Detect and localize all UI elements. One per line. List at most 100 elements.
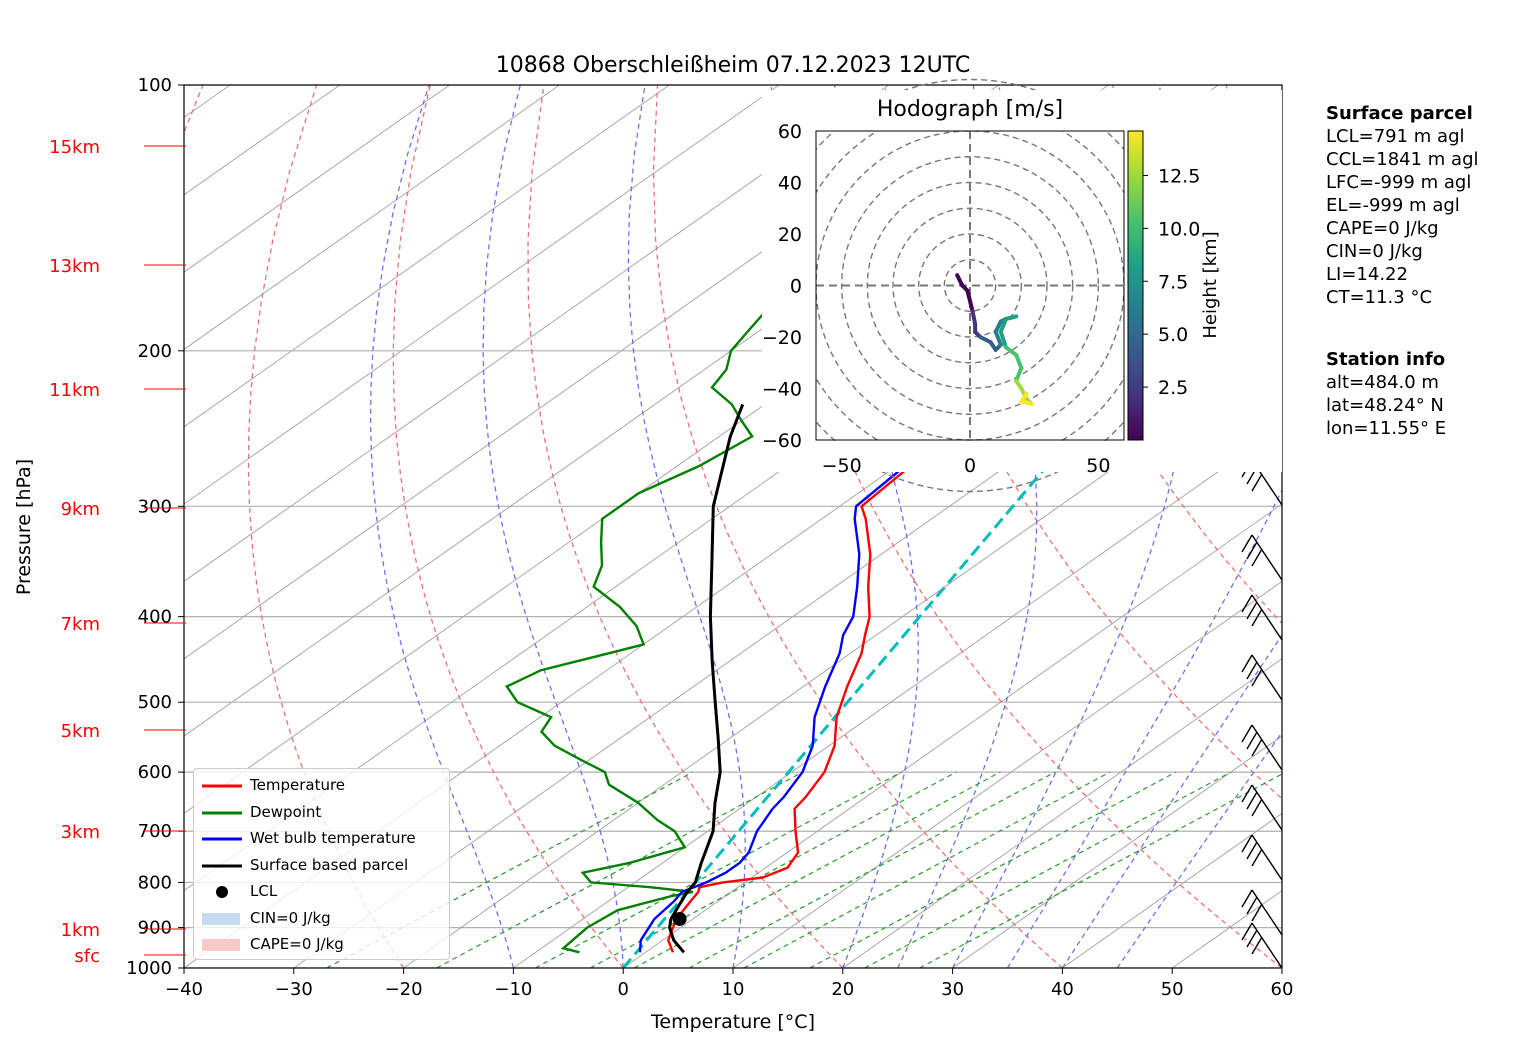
hodograph-x-tick-label: 50 (1086, 455, 1110, 477)
hodograph-x-tick-label: −50 (822, 455, 862, 477)
lcl-marker (672, 911, 687, 926)
dry-adiabat (527, 85, 844, 968)
wind-barb-flag (1246, 541, 1258, 560)
height-label: 7km (61, 614, 100, 635)
parcel-line: CT=11.3 °C (1326, 287, 1433, 308)
height-label: 3km (61, 822, 100, 843)
wind-barb-flag (1241, 594, 1253, 613)
colorbar-label: Height [km] (1200, 231, 1221, 338)
colorbar-tick-label: 5.0 (1158, 324, 1188, 346)
mixing-ratio-line (535, 771, 902, 968)
wind-barb-flag (1251, 668, 1263, 687)
hodograph-segment (993, 329, 1003, 347)
legend-item: Dewpoint (194, 800, 449, 826)
legend-item: CAPE=0 J/kg (194, 932, 449, 958)
height-label: 9km (61, 499, 100, 520)
legend-swatch (202, 811, 242, 814)
wind-barb-flag (1241, 889, 1253, 908)
mixing-ratio-line (688, 771, 1056, 968)
dry-adiabat (652, 85, 1063, 968)
chart-legend: Temperature Dewpoint Wet bulb temperature S… (193, 768, 450, 960)
wind-barb-flag (1246, 929, 1258, 948)
height-label: 5km (61, 721, 100, 742)
isotherm (732, 580, 1282, 968)
isotherm (293, 271, 1282, 968)
surface-parcel-info: Surface parcel LCL=791 m agl CCL=1841 m … (1326, 102, 1479, 309)
x-axis-label: Temperature [°C] (650, 1011, 815, 1033)
isotherm (1062, 812, 1282, 968)
hodograph-ring (943, 259, 997, 312)
isotherm (184, 85, 670, 428)
hodograph-segment (1014, 365, 1024, 383)
parcel-line: LI=14.22 (1326, 264, 1408, 285)
legend-label: Temperature (250, 776, 346, 794)
wind-barb-flag (1241, 922, 1253, 941)
hodograph-frame (815, 130, 1125, 441)
moist-adiabat (832, 85, 919, 968)
wind-barb-flag (1251, 738, 1263, 757)
height-label: sfc (74, 946, 100, 967)
legend-item: LCL (194, 879, 449, 905)
legend-label: Dewpoint (250, 802, 322, 821)
legend-item: Temperature (194, 773, 449, 799)
wind-barb-flag (1241, 784, 1253, 803)
legend-item: CIN=0 J/kg (194, 906, 449, 932)
moist-adiabat (369, 85, 515, 968)
p-tick-label: 700 (138, 821, 172, 842)
height-label: 11km (49, 380, 100, 401)
x-tick-label: 20 (831, 979, 854, 1000)
mixing-ratio-line (809, 771, 1177, 968)
hodograph-segment (1019, 391, 1029, 404)
legend-item: Wet bulb temperature (194, 826, 449, 852)
x-tick-label: −20 (385, 979, 423, 1000)
y-axis-label: Pressure [hPa] (13, 459, 35, 595)
moist-adiabat (1061, 633, 1282, 968)
colorbar-tick-label: 12.5 (1158, 165, 1200, 187)
wind-barb-flag (1241, 654, 1253, 673)
p-tick-label: 300 (138, 496, 172, 517)
p-tick-label: 800 (138, 872, 172, 893)
wind-barb (1241, 594, 1283, 641)
x-tick-label: 60 (1271, 979, 1294, 1000)
dry-adiabat (392, 85, 624, 968)
hodograph-segment (998, 329, 1008, 350)
legend-swatch (216, 886, 228, 898)
isotherm (403, 348, 1282, 968)
wind-barb-flag (1241, 834, 1253, 853)
wind-barb (1241, 724, 1283, 771)
mixing-ratio-line (633, 771, 1001, 968)
p-tick-label: 1000 (126, 958, 172, 979)
hodograph-mask (816, 441, 1124, 472)
hodograph-segment (998, 316, 1008, 334)
moist-adiabat (482, 85, 624, 968)
station-line: alt=484.0 m (1326, 372, 1439, 393)
x-tick-label: −30 (275, 979, 313, 1000)
wind-barb-flag (1246, 791, 1258, 810)
legend-label: LCL (250, 882, 278, 900)
x-tick-label: 40 (1051, 979, 1074, 1000)
parcel-line: CAPE=0 J/kg (1326, 218, 1439, 239)
legend-swatch (202, 784, 242, 788)
hodograph-x-tick-label: 0 (964, 455, 976, 477)
wind-barb-flag (1246, 731, 1258, 750)
hodograph-y-tick-label: 0 (790, 276, 802, 298)
hodograph-y-tick-label: −40 (762, 379, 802, 401)
wind-barb-flag (1251, 473, 1263, 492)
p-tick-label: 200 (138, 341, 172, 362)
mixing-ratio-line (743, 771, 1111, 968)
moist-adiabat (1116, 731, 1282, 968)
legend-label: CIN=0 J/kg (250, 908, 331, 927)
hodograph-y-tick-label: 20 (778, 224, 802, 246)
parcel-line: LCL=791 m agl (1326, 126, 1465, 147)
hodograph-mask (816, 90, 1124, 131)
station-line: lon=11.55° E (1326, 418, 1447, 439)
station-info: Station info alt=484.0 m lat=48.24° N lo… (1326, 348, 1446, 440)
p-tick-label: 600 (138, 762, 172, 783)
x-tick-label: 0 (617, 979, 628, 1000)
isotherm (952, 735, 1282, 968)
isotherm (842, 658, 1282, 968)
station-line: lat=48.24° N (1326, 395, 1444, 416)
height-label: 13km (49, 256, 100, 277)
hodograph-segment (1003, 345, 1019, 358)
wind-barb-flag (1241, 724, 1253, 743)
